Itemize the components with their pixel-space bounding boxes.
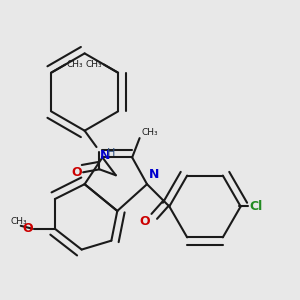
Text: CH₃: CH₃	[86, 60, 102, 69]
Text: CH₃: CH₃	[67, 60, 83, 69]
Text: CH₃: CH₃	[10, 217, 27, 226]
Text: O: O	[71, 166, 82, 179]
Text: CH₃: CH₃	[141, 128, 158, 136]
Text: O: O	[22, 222, 33, 235]
Text: O: O	[140, 215, 150, 228]
Text: H: H	[107, 148, 115, 158]
Text: N: N	[148, 168, 159, 181]
Text: N: N	[100, 148, 110, 161]
Text: Cl: Cl	[250, 200, 263, 213]
